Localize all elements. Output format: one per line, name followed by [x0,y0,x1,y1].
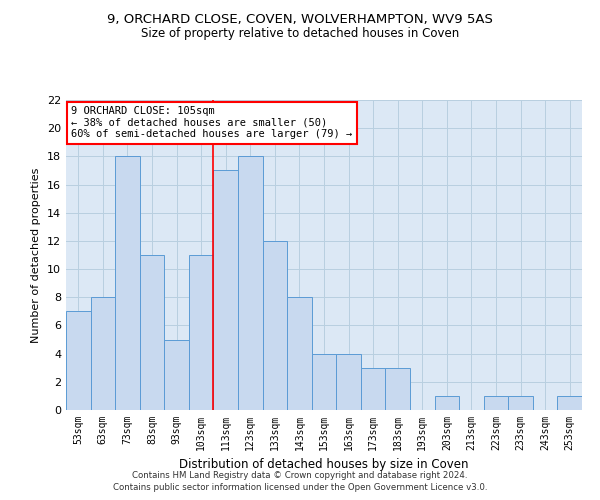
Bar [385,368,410,410]
Bar [140,255,164,410]
Bar [312,354,336,410]
Y-axis label: Number of detached properties: Number of detached properties [31,168,41,342]
Bar [164,340,189,410]
Text: 9 ORCHARD CLOSE: 105sqm
← 38% of detached houses are smaller (50)
60% of semi-de: 9 ORCHARD CLOSE: 105sqm ← 38% of detache… [71,106,352,140]
Text: 9, ORCHARD CLOSE, COVEN, WOLVERHAMPTON, WV9 5AS: 9, ORCHARD CLOSE, COVEN, WOLVERHAMPTON, … [107,12,493,26]
Bar [66,312,91,410]
Bar [287,298,312,410]
Text: Contains HM Land Registry data © Crown copyright and database right 2024.: Contains HM Land Registry data © Crown c… [132,471,468,480]
Bar [91,298,115,410]
Text: Size of property relative to detached houses in Coven: Size of property relative to detached ho… [141,28,459,40]
Bar [361,368,385,410]
Bar [214,170,238,410]
X-axis label: Distribution of detached houses by size in Coven: Distribution of detached houses by size … [179,458,469,471]
Bar [189,255,214,410]
Bar [508,396,533,410]
Bar [434,396,459,410]
Text: Contains public sector information licensed under the Open Government Licence v3: Contains public sector information licen… [113,484,487,492]
Bar [484,396,508,410]
Bar [557,396,582,410]
Bar [115,156,140,410]
Bar [263,241,287,410]
Bar [336,354,361,410]
Bar [238,156,263,410]
